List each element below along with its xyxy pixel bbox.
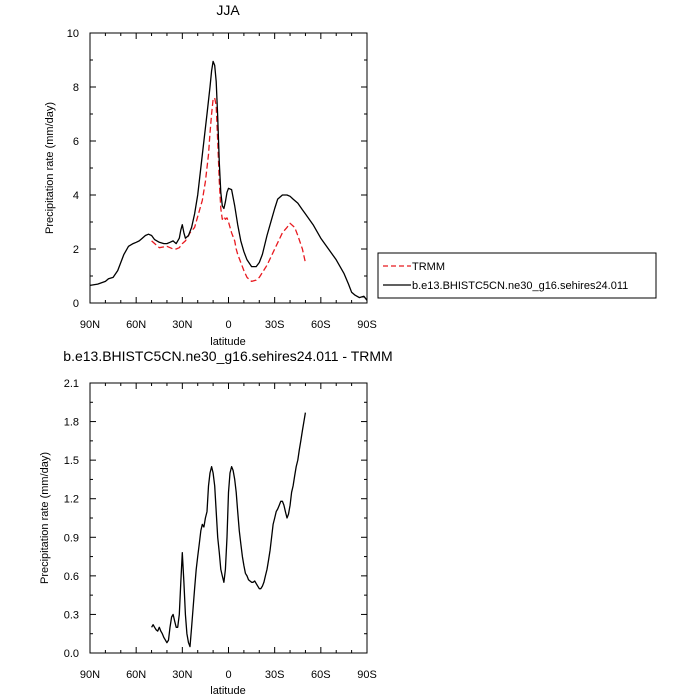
- top-chart-xtick-label: 30S: [265, 319, 285, 331]
- top-chart-series-line-1: [89, 60, 368, 301]
- bottom-chart-xtick-label: 60N: [126, 669, 146, 681]
- top-chart-ytick-label: 4: [73, 190, 79, 202]
- top-chart-series-line-0: [151, 97, 307, 283]
- top-chart-xlabel: latitude: [210, 336, 245, 348]
- bottom-chart-xtick-label: 30S: [265, 669, 285, 681]
- legend-box: [377, 252, 657, 299]
- bottom-chart-xtick-label: 60S: [311, 669, 331, 681]
- bottom-chart-ytick-label: 1.2: [64, 494, 79, 506]
- legend-label-trmm: TRMM: [412, 261, 445, 273]
- top-chart-frame: [89, 32, 368, 304]
- bottom-chart-series: [151, 412, 307, 648]
- top-chart-ytick-label: 10: [67, 28, 79, 40]
- bottom-chart-ytick-label: 0.0: [64, 648, 79, 660]
- bottom-chart-ytick-label: 0.6: [64, 571, 79, 583]
- bottom-chart-frame: [89, 382, 368, 654]
- bottom-chart-ytick-label: 0.3: [64, 609, 79, 621]
- top-chart-title: JJA: [216, 2, 240, 18]
- top-chart-xtick-label: 90S: [357, 319, 377, 331]
- top-chart-xtick-label: 30N: [172, 319, 192, 331]
- top-chart-series: [89, 60, 368, 301]
- bottom-chart-xlabel: latitude: [210, 685, 245, 697]
- bottom-chart-xtick-label: 90N: [80, 669, 100, 681]
- bottom-chart-ytick-label: 2.1: [64, 378, 79, 390]
- top-chart-ytick-label: 8: [73, 82, 79, 94]
- bottom-chart-xtick-label: 90S: [357, 669, 377, 681]
- bottom-chart-ytick-label: 1.8: [64, 417, 79, 429]
- bottom-chart-series-line-0: [151, 412, 307, 648]
- top-chart-ytick-label: 2: [73, 244, 79, 256]
- bottom-chart-ytick-label: 0.9: [64, 532, 79, 544]
- bottom-chart-ylabel: Precipitation rate (mm/day): [39, 452, 51, 584]
- top-chart-xtick-label: 90N: [80, 319, 100, 331]
- legend-label-model: b.e13.BHISTC5CN.ne30_g16.sehires24.011: [412, 280, 628, 292]
- top-chart-ticks: 90N 60N 30N 0 30S 60S 90S 0 2 4 6 8 10: [67, 28, 377, 331]
- top-chart-ytick-label: 6: [73, 136, 79, 148]
- bottom-chart-title: b.e13.BHISTC5CN.ne30_g16.sehires24.011 -…: [63, 348, 392, 364]
- bottom-chart-xtick-label: 0: [225, 669, 231, 681]
- bottom-chart: b.e13.BHISTC5CN.ne30_g16.sehires24.011 -…: [39, 348, 393, 697]
- bottom-chart-ytick-label: 1.5: [64, 455, 79, 467]
- top-chart-xtick-label: 60N: [126, 319, 146, 331]
- bottom-chart-xtick-label: 30N: [172, 669, 192, 681]
- top-chart-ylabel: Precipitation rate (mm/day): [44, 102, 56, 234]
- legend: TRMM b.e13.BHISTC5CN.ne30_g16.sehires24.…: [377, 252, 657, 299]
- top-chart-xtick-label: 60S: [311, 319, 331, 331]
- top-chart-ytick-label: 0: [73, 298, 79, 310]
- bottom-chart-ticks: 90N 60N 30N 0 30S 60S 90S 0.0 0.3 0.6 0.9 1.2 1.5 1.8…: [64, 378, 377, 681]
- top-chart-xtick-label: 0: [225, 319, 231, 331]
